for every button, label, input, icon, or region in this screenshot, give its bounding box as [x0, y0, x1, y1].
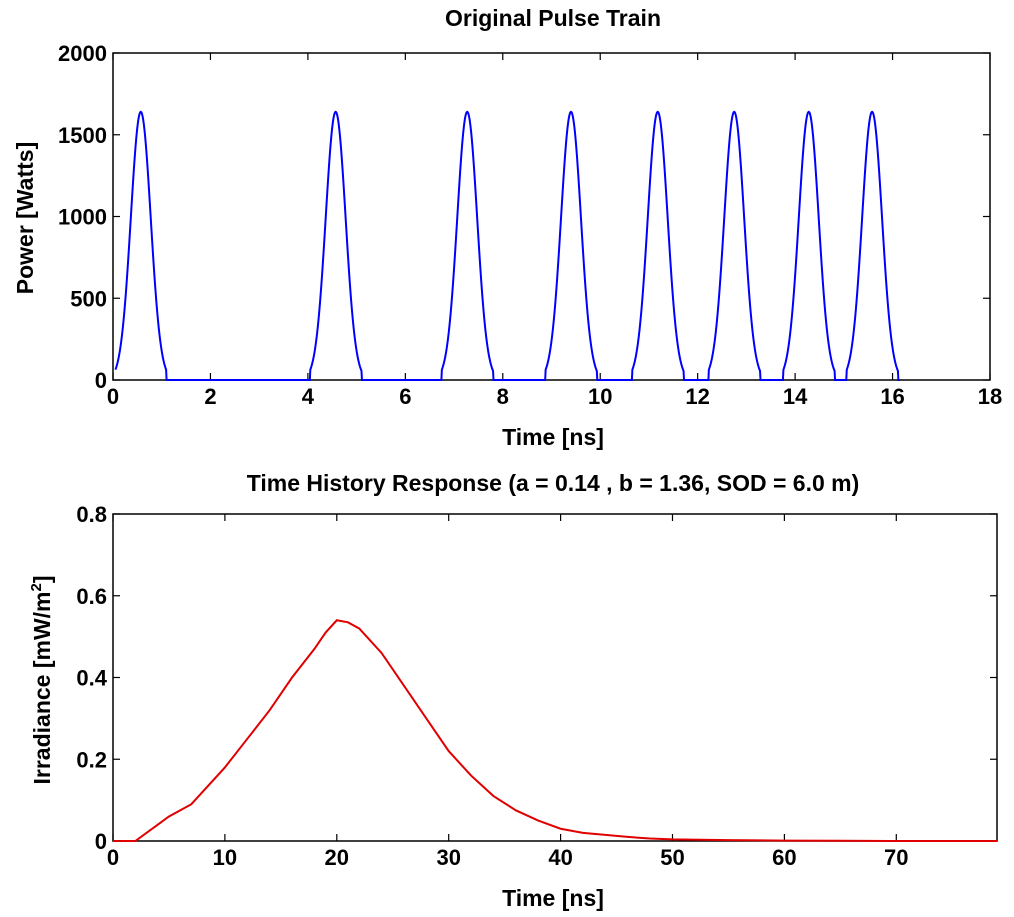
pulse-train-series-line [114, 110, 900, 381]
pulse-train-ticks [112, 52, 991, 381]
response-xtick-label: 50 [660, 845, 684, 870]
response-xtick-label: 60 [772, 845, 796, 870]
pulse-train-ytick-label: 500 [70, 286, 107, 311]
pulse-train-xtick-label: 16 [880, 384, 904, 409]
pulse-train-xtick-label: 12 [685, 384, 709, 409]
pulse-train-xtick-label: 6 [399, 384, 411, 409]
pulse-train-y-axis-label: Power [Watts] [12, 142, 38, 295]
response-xtick-label: 70 [884, 845, 908, 870]
pulse-train-ytick-label: 0 [95, 368, 107, 393]
response-ytick-label: 0 [95, 829, 107, 854]
pulse-train-ytick-label: 2000 [58, 41, 107, 66]
pulse-train-xtick-label: 14 [783, 384, 808, 409]
response-xtick-label: 30 [436, 845, 460, 870]
pulse-train-x-axis-label: Time [ns] [502, 424, 604, 450]
response-axes-frame [112, 513, 998, 842]
response-plot: Time History Response (a = 0.14 , b = 1.… [28, 470, 998, 911]
response-y-axis-label-superscript: 2 [28, 583, 45, 591]
pulse-train-xtick-label: 10 [588, 384, 612, 409]
response-xtick-label: 20 [325, 845, 349, 870]
response-tick-labels: 0 10 20 30 40 50 60 70 0 0.2 0.4 0.6 0.8 [76, 502, 908, 870]
pulse-train-xtick-label: 2 [204, 384, 216, 409]
response-ytick-label: 0.2 [76, 747, 107, 772]
response-series-line [113, 619, 997, 842]
pulse-train-axes-frame [112, 52, 991, 381]
response-x-axis-label: Time [ns] [502, 885, 604, 911]
response-y-axis-label-suffix: ] [29, 575, 55, 583]
response-ytick-label: 0.8 [76, 502, 107, 527]
response-xtick-label: 40 [548, 845, 572, 870]
pulse-train-title: Original Pulse Train [445, 5, 661, 31]
response-y-axis-label: Irradiance [mW/m2] [28, 575, 55, 784]
pulse-train-xtick-label: 18 [978, 384, 1002, 409]
response-xtick-label: 0 [107, 845, 119, 870]
pulse-train-xtick-label: 8 [497, 384, 509, 409]
pulse-train-ytick-label: 1500 [58, 123, 107, 148]
response-ytick-label: 0.4 [76, 666, 107, 691]
pulse-train-ytick-label: 1000 [58, 205, 107, 230]
pulse-train-tick-labels: 0 2 4 6 8 10 12 14 16 18 0 500 1000 1500 2000 [58, 41, 1002, 409]
response-ytick-label: 0.6 [76, 584, 107, 609]
response-xtick-label: 10 [213, 845, 237, 870]
response-y-axis-label-main: Irradiance [mW/m [29, 592, 55, 785]
pulse-train-xtick-label: 4 [302, 384, 315, 409]
pulse-train-xtick-label: 0 [107, 384, 119, 409]
pulse-train-plot: Original Pulse Train 0 2 4 6 8 10 12 14 16 18 0 500… [12, 5, 1002, 450]
response-title: Time History Response (a = 0.14 , b = 1.… [247, 470, 860, 496]
